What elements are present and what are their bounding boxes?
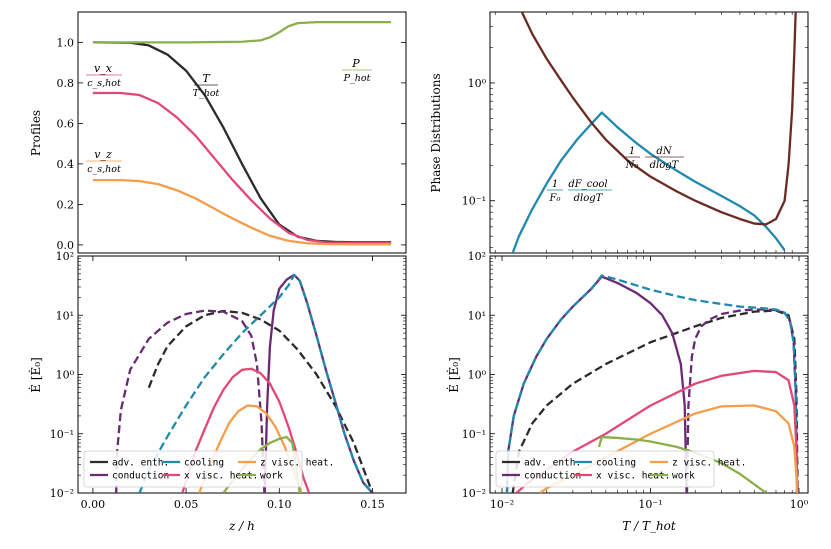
ytick-label: 10⁻¹ — [462, 428, 486, 441]
annotation-p-den: P_hot — [343, 73, 371, 84]
panel-phase-frame — [489, 11, 809, 254]
annotation-vx-num: v_x — [94, 62, 113, 75]
energy-z-xlabel: z / h — [228, 519, 255, 533]
annotation-dn-pre: 1 — [629, 146, 635, 157]
legend-label: x visc. heat. — [184, 471, 258, 482]
series-line-conduction — [505, 275, 688, 493]
annotation-cool-num: dF_cool — [568, 179, 607, 190]
legend-label: work — [260, 471, 283, 482]
annotation-dn-num: dN — [656, 146, 672, 157]
series-line-p — [92, 20, 392, 44]
annotation-cool-pre: 1 — [552, 179, 558, 190]
xtick-label: 10⁻² — [490, 498, 514, 511]
series-line-conduction — [685, 308, 799, 493]
ytick-label: 10⁰ — [56, 369, 75, 382]
series-line-dndlogt — [520, 12, 797, 226]
energy-z-ticks: 10⁻² 10⁻¹ 10⁰ 10¹ 10² 0.00 0.05 0.10 0.15 — [50, 250, 406, 511]
energy-t-xlabel: T / T_hot — [622, 519, 676, 533]
panel-profiles-frame — [77, 11, 407, 254]
xtick-label: 10⁰ — [790, 498, 809, 511]
panel-phase-distributions: 10⁻¹ 10⁰ Phase Distributions 1 F₀ dF_cool… — [429, 11, 809, 254]
profiles-lines — [92, 20, 392, 246]
annotation-vx-den: c_s,hot — [87, 78, 121, 89]
panel-energy-z: 10⁻² 10⁻¹ 10⁰ 10¹ 10² 0.00 0.05 0.10 0.15 Ė [Ė₀]… — [28, 250, 407, 533]
legend-label: cooling — [596, 458, 636, 469]
legend-label: conduction — [524, 471, 581, 482]
xtick-label: 0.00 — [81, 498, 106, 511]
series-line-vz — [92, 178, 392, 246]
legend-label: adv. enth. — [112, 458, 169, 469]
energy-t-ticks: 10⁻² 10⁻¹ 10⁰ 10¹ 10² 10⁻² 10⁻¹ 10⁰ — [462, 250, 809, 511]
phase-ylabel: Phase Distributions — [429, 73, 443, 192]
legend-box — [83, 450, 303, 488]
ytick-label: 10⁻² — [462, 487, 486, 500]
energy-t-lines — [505, 274, 799, 493]
legend-label: z visc. heat. — [260, 458, 334, 469]
annotation-cool-pre-den: F₀ — [549, 193, 561, 204]
ytick-label: 0.6 — [57, 117, 75, 130]
energy-z-ylabel: Ė [Ė₀] — [28, 357, 43, 393]
legend-label: work — [672, 471, 695, 482]
ytick-label: 0.4 — [57, 158, 75, 171]
series-line-adv-enth- — [147, 309, 374, 493]
ytick-label: 10⁰ — [468, 77, 487, 90]
annotation-cool-den: dlogT — [574, 193, 604, 204]
annotation-vz-den: c_s,hot — [87, 164, 121, 175]
ytick-label: 0.0 — [57, 239, 75, 252]
ytick-label: 10⁻¹ — [50, 428, 74, 441]
energy-t-legend: adv. enth. conduction cooling x visc. heat.… — [495, 450, 746, 488]
legend-label: cooling — [184, 458, 224, 469]
ytick-label: 10² — [56, 250, 74, 263]
annotation-vz-num: v_z — [94, 148, 112, 161]
ytick-label: 10¹ — [56, 309, 74, 322]
ytick-label: 0.8 — [57, 77, 75, 90]
xtick-label: 0.10 — [267, 498, 292, 511]
annotation-p-num: P — [351, 57, 360, 70]
phase-ticks: 10⁻¹ 10⁰ — [462, 11, 808, 253]
ytick-label: 1.0 — [57, 36, 75, 49]
annotation-cool-dist: 1 F₀ dF_cool dlogT — [547, 179, 612, 204]
profiles-ticks: 0.0 0.2 0.4 0.6 0.8 1.0 — [57, 36, 406, 252]
annotation-dn-den: dlogT — [650, 160, 680, 171]
legend-label: z visc. heat. — [672, 458, 746, 469]
ytick-label: 10⁻¹ — [462, 195, 486, 208]
series-line-conduction — [115, 309, 266, 493]
panel-energy-t: 10⁻² 10⁻¹ 10⁰ 10¹ 10² 10⁻² 10⁻¹ 10⁰ Ė [Ė₀] T / … — [446, 250, 809, 533]
phase-lines — [511, 12, 797, 253]
panel-profiles: 0.0 0.2 0.4 0.6 0.8 1.0 Profiles T T_hot v_x … — [29, 11, 407, 254]
annotation-t-over-thot: T T_hot — [193, 72, 220, 99]
annotation-dn-pre-den: N₀ — [625, 160, 639, 171]
ytick-label: 10⁻² — [50, 487, 74, 500]
xtick-label: 10⁻¹ — [638, 498, 662, 511]
xtick-label: 0.05 — [174, 498, 199, 511]
annotation-vz: v_z c_s,hot — [86, 148, 122, 175]
ytick-label: 10² — [468, 250, 486, 263]
legend-box — [495, 450, 715, 488]
profiles-ylabel: Profiles — [29, 110, 43, 156]
series-line-cool — [511, 111, 786, 253]
series-line-vx — [92, 91, 392, 245]
annotation-vx: v_x c_s,hot — [86, 62, 122, 89]
energy-t-ylabel: Ė [Ė₀] — [446, 357, 461, 393]
xtick-label: 0.15 — [360, 498, 385, 511]
annotation-t-num: T — [202, 72, 211, 85]
series-line-x-visc-heat- — [181, 367, 311, 493]
energy-z-legend: adv. enth. conduction cooling x visc. heat.… — [83, 450, 334, 488]
annotation-t-den: T_hot — [193, 88, 220, 99]
ytick-label: 10⁰ — [468, 369, 487, 382]
legend-label: adv. enth. — [524, 458, 581, 469]
series-line-cooling — [505, 274, 799, 493]
ytick-label: 0.2 — [57, 198, 75, 211]
annotation-dndlogt: 1 N₀ dN dlogT — [624, 146, 684, 171]
legend-label: conduction — [112, 471, 169, 482]
annotation-p-over-phot: P P_hot — [342, 57, 372, 84]
ytick-label: 10¹ — [468, 309, 486, 322]
series-line-work — [597, 435, 767, 493]
legend-label: x visc. heat. — [596, 471, 670, 482]
